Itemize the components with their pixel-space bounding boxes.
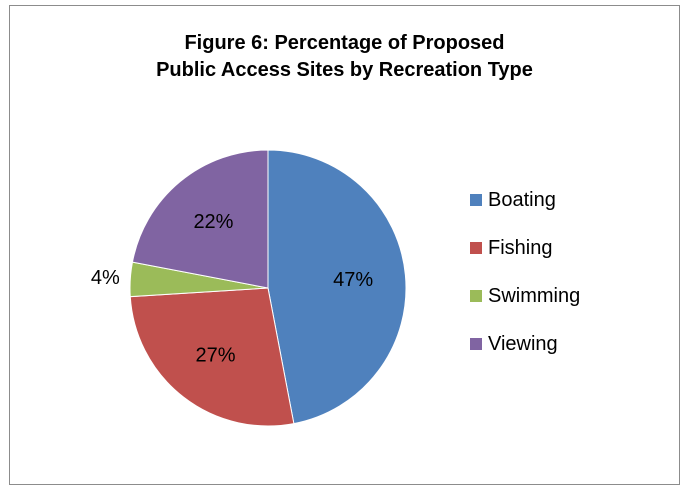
chart-title-line-1: Figure 6: Percentage of Proposed — [184, 32, 505, 54]
legend-item-swimming: Swimming — [470, 284, 580, 308]
pie-slice-boating — [267, 149, 407, 425]
legend-label-boating: Boating — [488, 188, 556, 211]
chart-title-line-2: Public Access Sites by Recreation Type — [156, 59, 533, 81]
data-label-swimming: 4% — [91, 267, 120, 289]
chart-title: Figure 6: Percentage of Proposed Public … — [0, 30, 689, 84]
legend-item-boating: Boating — [470, 188, 580, 212]
legend-label-swimming: Swimming — [488, 284, 581, 307]
pie-slice-viewing — [131, 149, 269, 289]
legend-label-viewing: Viewing — [488, 332, 558, 355]
legend-label-fishing: Fishing — [488, 236, 553, 259]
data-label-boating: 47% — [333, 269, 373, 291]
legend-swatch-boating — [470, 194, 482, 206]
legend-swatch-fishing — [470, 242, 482, 254]
legend-item-viewing: Viewing — [470, 332, 580, 356]
data-label-fishing: 27% — [196, 345, 236, 367]
data-label-viewing: 22% — [193, 211, 233, 233]
legend-swatch-swimming — [470, 290, 482, 302]
legend: Boating Fishing Swimming Viewing — [470, 188, 580, 380]
legend-swatch-viewing — [470, 338, 482, 350]
pie-slice-fishing — [129, 287, 295, 427]
legend-item-fishing: Fishing — [470, 236, 580, 260]
